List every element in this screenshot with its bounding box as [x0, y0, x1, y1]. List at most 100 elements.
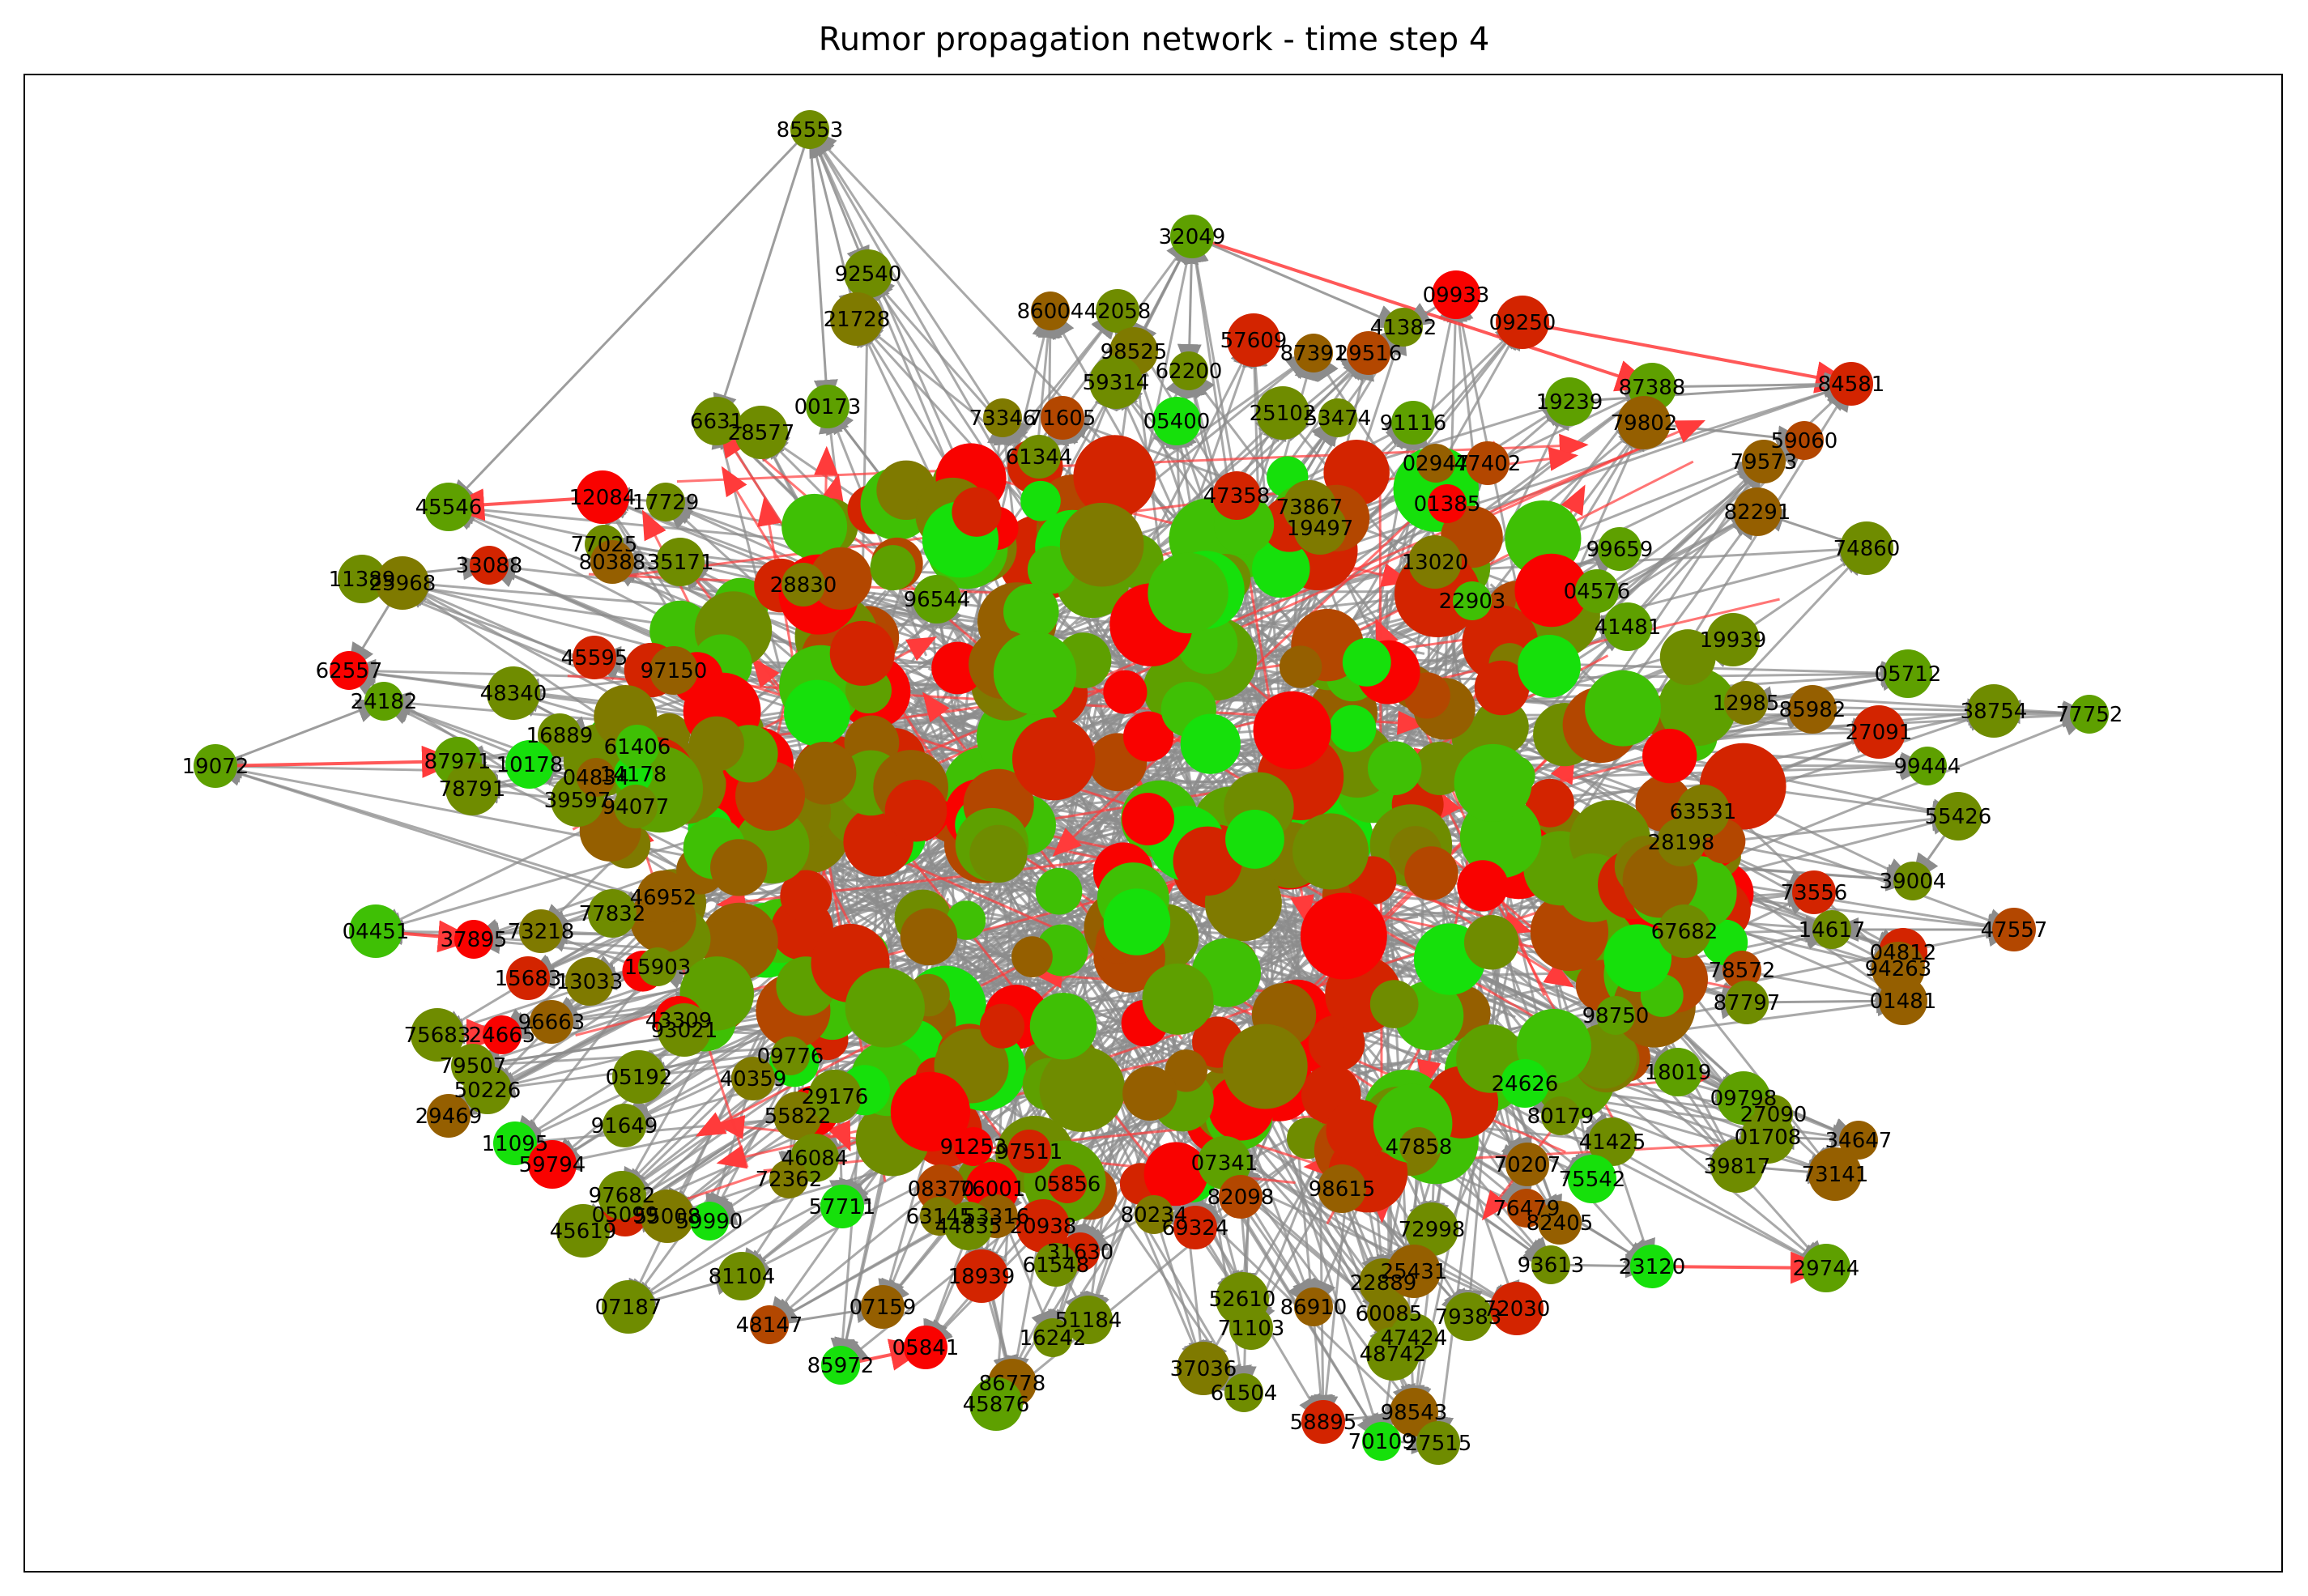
node-61344 — [1017, 435, 1061, 479]
node-label-86004: 86004 — [1017, 300, 1084, 324]
node-label-73346: 73346 — [969, 406, 1037, 431]
node-label-19497: 19497 — [1287, 517, 1354, 541]
node-label-78791: 78791 — [439, 777, 506, 802]
node-label-62557: 62557 — [316, 659, 383, 683]
node-48742 — [1366, 1327, 1420, 1381]
node-91253 — [954, 1127, 993, 1166]
node — [1035, 867, 1083, 915]
node-label-02947: 02947 — [1403, 452, 1470, 476]
node-09933 — [1432, 270, 1480, 319]
node — [1122, 793, 1175, 845]
node-05400 — [1152, 397, 1201, 445]
node-label-29744: 29744 — [1793, 1257, 1860, 1281]
node-02947 — [1416, 444, 1455, 483]
node-label-82405: 82405 — [1527, 1211, 1594, 1236]
node — [1279, 645, 1322, 688]
node-label-45876: 45876 — [963, 1393, 1030, 1417]
node — [1073, 435, 1156, 518]
node-94077 — [614, 785, 658, 828]
node-71605 — [1041, 396, 1084, 440]
node-label-18939: 18939 — [948, 1265, 1016, 1289]
edge — [713, 129, 811, 423]
node-37036 — [1177, 1342, 1230, 1395]
node-label-59990: 59990 — [676, 1210, 743, 1234]
node-label-09798: 09798 — [1710, 1087, 1778, 1111]
node-label-32049: 32049 — [1159, 225, 1226, 249]
node-label-10178: 10178 — [496, 753, 564, 777]
node-label-58895: 58895 — [1290, 1411, 1357, 1435]
node-label-76001: 76001 — [959, 1177, 1026, 1202]
node-label-09250: 09250 — [1489, 311, 1556, 335]
node-label-46084: 46084 — [781, 1147, 849, 1171]
node-label-59794: 59794 — [519, 1153, 586, 1177]
node-label-86778: 86778 — [979, 1372, 1046, 1396]
node — [979, 1003, 1025, 1049]
node-47358 — [1212, 471, 1261, 520]
node — [1103, 670, 1148, 714]
node-label-07341: 07341 — [1191, 1151, 1258, 1176]
node-87797 — [1725, 981, 1769, 1024]
node-41425 — [1588, 1117, 1637, 1166]
edge — [1246, 320, 1524, 678]
node-label-12985: 12985 — [1713, 692, 1780, 716]
node-73218 — [519, 909, 563, 953]
node — [1011, 936, 1053, 978]
node-label-15903: 15903 — [624, 955, 692, 980]
node-74860 — [1840, 521, 1893, 575]
node-82098 — [1219, 1175, 1263, 1219]
node-25968 — [376, 556, 429, 610]
node — [1525, 778, 1574, 828]
chart-title: Rumor propagation network - time step 4 — [818, 21, 1490, 58]
node-label-07187: 07187 — [595, 1296, 662, 1320]
node-label-50226: 50226 — [454, 1079, 522, 1103]
node-label-39817: 39817 — [1704, 1155, 1771, 1179]
node — [1514, 553, 1588, 628]
node-label-23120: 23120 — [1619, 1255, 1686, 1279]
node-label-04812: 04812 — [1870, 941, 1937, 965]
node-77752 — [2070, 695, 2109, 734]
node-label-61406: 61406 — [604, 735, 671, 760]
node-label-22889: 22889 — [1350, 1271, 1417, 1296]
node — [784, 679, 850, 747]
node-label-73218: 73218 — [508, 920, 575, 944]
node-label-67682: 67682 — [1651, 920, 1718, 944]
node — [1369, 980, 1419, 1028]
node — [1342, 637, 1391, 687]
node-label-79802: 79802 — [1611, 411, 1678, 436]
node-label-99659: 99659 — [1586, 538, 1654, 562]
node-72030 — [1490, 1282, 1544, 1335]
node-16242 — [1033, 1318, 1072, 1357]
node-34647 — [1839, 1121, 1878, 1160]
node-25431 — [1387, 1245, 1441, 1298]
node — [1253, 691, 1331, 770]
node-61548 — [1034, 1243, 1078, 1287]
node-label-98615: 98615 — [1309, 1177, 1376, 1202]
node-label-43309: 43309 — [645, 1009, 713, 1033]
node-label-08370: 08370 — [908, 1177, 975, 1202]
node-label-97511: 97511 — [996, 1140, 1063, 1164]
node — [1252, 539, 1310, 598]
node-82291 — [1733, 487, 1782, 536]
node-79802 — [1617, 396, 1671, 449]
node — [1367, 741, 1422, 795]
node-24665 — [483, 1015, 522, 1054]
node-84581 — [1829, 362, 1873, 406]
node-label-80234: 80234 — [1121, 1203, 1188, 1228]
node-label-94077: 94077 — [603, 795, 670, 819]
edge-rumor — [1522, 321, 1854, 394]
node-47402 — [1466, 441, 1510, 485]
node-27091 — [1852, 705, 1906, 759]
node-97511 — [1007, 1130, 1051, 1173]
node-15903 — [638, 947, 677, 986]
node-label-25102: 25102 — [1250, 402, 1317, 426]
node-label-77752: 77752 — [2056, 703, 2123, 727]
node-label-79507: 79507 — [440, 1054, 507, 1079]
node-59794 — [528, 1140, 577, 1189]
node-label-05400: 05400 — [1143, 410, 1211, 434]
node — [829, 620, 895, 686]
node-label-40359: 40359 — [720, 1067, 787, 1092]
node-label-45595: 45595 — [561, 646, 628, 670]
node-label-19239: 19239 — [1536, 390, 1603, 415]
node-28830 — [781, 563, 825, 606]
edge — [1569, 373, 1854, 403]
